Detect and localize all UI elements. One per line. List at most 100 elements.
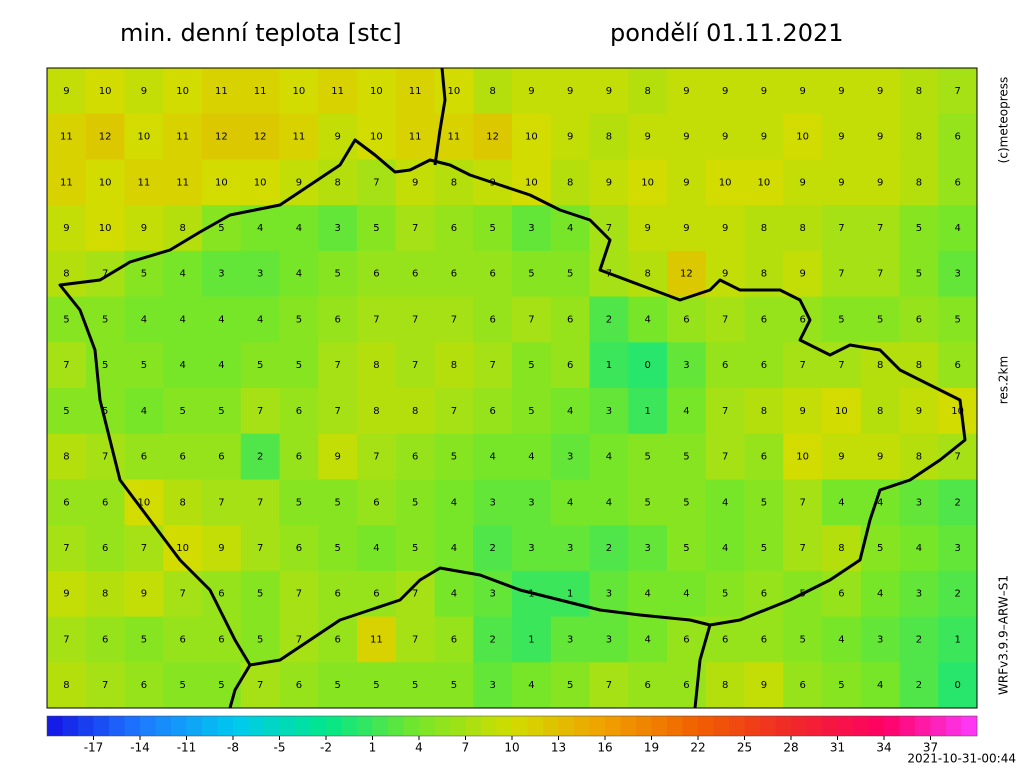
temperature-cell [550,570,590,618]
temperature-value: 6 [954,360,960,371]
temperature-cell [202,113,242,160]
temperature-value: 5 [412,680,418,691]
colorbar-segment [140,716,156,736]
temperature-cell [744,342,784,389]
temperature-value: 9 [63,223,69,234]
temperature-value: 7 [412,314,418,325]
temperature-value: 6 [373,269,379,280]
temperature-value: 6 [683,680,689,691]
temperature-cell [85,205,125,252]
temperature-value: 5 [528,360,534,371]
temperature-value: 5 [761,543,767,554]
temperature-cell [938,68,978,115]
temperature-value: 9 [838,132,844,143]
temperature-cell [318,525,358,572]
temperature-cell [628,113,668,160]
temperature-cell [318,68,358,115]
temperature-value: 3 [218,269,224,280]
temperature-value: 5 [63,406,69,417]
temperature-cell [860,479,900,526]
temperature-value: 9 [63,86,69,97]
temperature-value: 9 [334,452,340,463]
temperature-value: 8 [916,452,922,463]
temperature-value: 11 [293,132,306,143]
temperature-cell [667,342,707,389]
colorbar-tick-label: 31 [830,741,845,755]
temperature-value: 5 [334,543,340,554]
temperature-value: 5 [644,497,650,508]
temperature-value: 11 [215,86,228,97]
temperature-value: 5 [102,406,108,417]
colorbar-segment [605,716,621,736]
temperature-value: 4 [644,314,650,325]
temperature-value: 3 [489,680,495,691]
temperature-value: 6 [799,314,805,325]
colorbar-tick-label: 34 [876,741,891,755]
temperature-value: 4 [954,223,960,234]
temperature-value: 9 [799,269,805,280]
colorbar-segment [512,716,528,736]
temperature-cell [938,159,978,206]
temperature-value: 8 [489,86,495,97]
temperature-value: 6 [916,314,922,325]
temperature-cell [705,68,745,115]
temperature-value: 3 [257,269,263,280]
temperature-value: 5 [296,497,302,508]
temperature-value: 6 [489,406,495,417]
temperature-value: 3 [954,543,960,554]
colorbar-tick-label: 13 [551,741,566,755]
temperature-cell [85,616,125,663]
temperature-value: 4 [451,497,457,508]
temperature-cell [163,159,203,206]
temperature-cell [628,388,668,435]
temperature-value: 11 [60,177,73,188]
temperature-value: 8 [916,86,922,97]
temperature-value: 9 [838,86,844,97]
temperature-cell [512,479,552,526]
temperature-cell [628,342,668,389]
temperature-cell [124,570,164,618]
temperature-cell [589,68,629,115]
colorbar-segment [372,716,389,736]
temperature-cell [473,113,513,160]
temperature-value: 4 [528,452,534,463]
temperature-cell [705,479,745,526]
temperature-cell [318,342,358,389]
temperature-value: 2 [954,589,960,600]
temperature-value: 7 [412,360,418,371]
temperature-cell [822,68,862,115]
temperature-cell [124,662,164,709]
temperature-value: 5 [877,314,883,325]
temperature-value: 11 [176,177,189,188]
temperature-value: 8 [334,177,340,188]
temperature-cell [47,205,87,252]
temperature-value: 5 [838,680,844,691]
temperature-value: 6 [567,360,573,371]
border-line [228,664,252,709]
temperature-cell [860,113,900,160]
temperature-value: 9 [334,132,340,143]
temperature-cell [744,479,784,526]
temperature-value: 9 [141,86,147,97]
temperature-cell [163,479,203,526]
temperature-value: 7 [334,406,340,417]
temperature-cell [47,570,87,618]
temperature-cell [473,342,513,389]
temperature-value: 10 [99,177,112,188]
temperature-cell [279,479,319,526]
temperature-cell [434,479,474,526]
colorbar-segment [744,716,761,736]
temperature-value: 7 [954,86,960,97]
temperature-value: 5 [296,314,302,325]
temperature-value: 9 [141,223,147,234]
colorbar-tick-label: 22 [690,741,705,755]
border-line [433,67,447,166]
temperature-cell [395,250,435,298]
temperature-value: 4 [179,360,185,371]
temperature-cell [318,433,358,480]
temperature-cell [434,388,474,435]
colorbar-segment [78,716,94,736]
colorbar-segment [496,716,513,736]
temperature-value: 8 [567,177,573,188]
temperature-cell [550,388,590,435]
